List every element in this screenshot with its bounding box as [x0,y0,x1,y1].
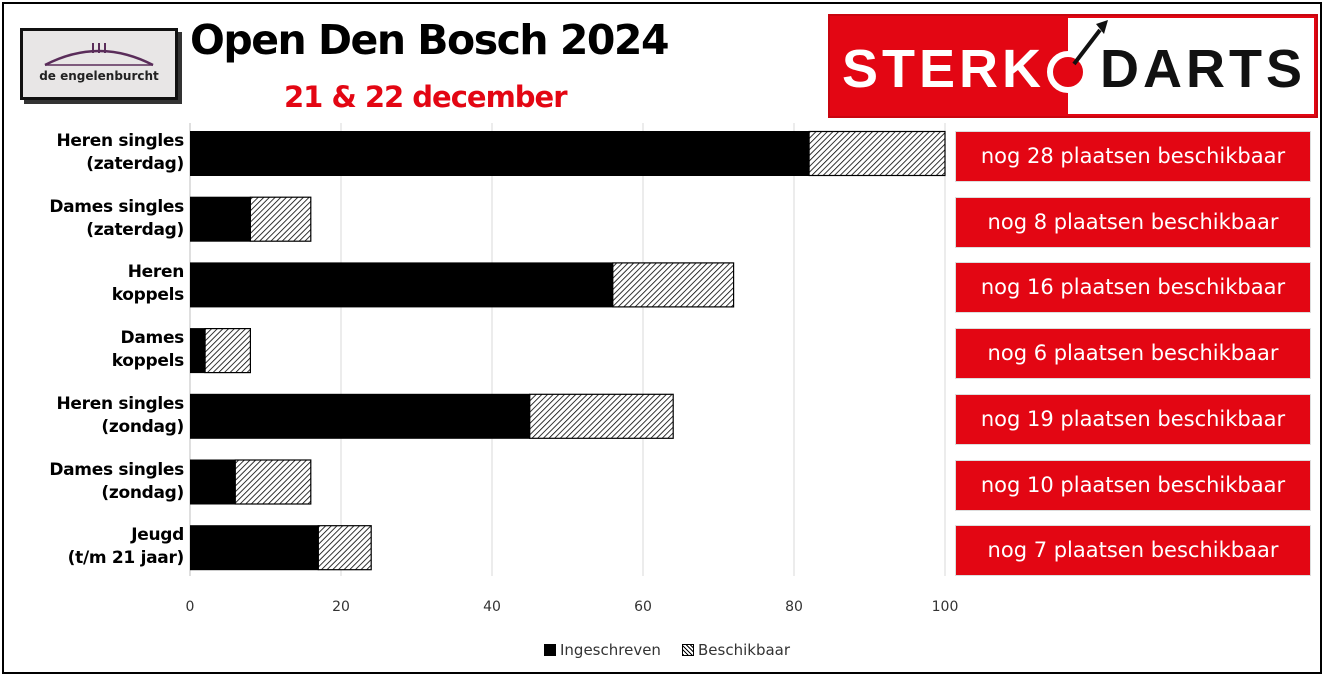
availability-badge: nog 7 plaatsen beschikbaar [956,526,1310,576]
x-tick-label: 80 [785,599,803,615]
bar-beschikbaar [234,459,312,505]
category-label-line: Dames singles [49,196,184,217]
availability-badge: nog 16 plaatsen beschikbaar [956,263,1310,313]
availability-badge: nog 6 plaatsen beschikbaar [956,329,1310,379]
category-label-line: Dames singles [49,459,184,480]
availability-badge: nog 28 plaatsen beschikbaar [956,132,1310,181]
x-tick-label: 60 [634,599,652,615]
engelenburcht-logo-text: de engelenburcht [39,69,159,83]
x-tick-label: 20 [332,599,350,615]
category-label-line: Heren singles [56,131,185,151]
category-label-line: Heren [127,262,185,283]
category-label-line: koppels [111,285,185,306]
category-label-line: (zaterdag) [86,219,184,240]
logo-sterk-text: STERK [842,39,1046,99]
legend-swatch-beschikbaar [682,644,694,656]
legend-item-beschikbaar: Beschikbaar [682,641,790,659]
bar-beschikbaar [317,525,372,571]
category-label-line: Dames [120,328,185,349]
category-label: Dames singles (zondag) [34,459,184,505]
engelenburcht-logo: de engelenburcht [20,28,178,100]
category-label: Dames singles (zaterdag) [34,196,184,242]
logo-darts-text: DARTS [1100,39,1306,99]
bar-beschikbaar [529,393,674,439]
legend-label-ingeschreven: Ingeschreven [560,641,661,659]
category-label-line: (zondag) [101,482,184,503]
bar-ingeschreven [190,328,206,374]
bar-beschikbaar [204,328,252,374]
bar-ingeschreven [190,196,251,242]
legend-label-beschikbaar: Beschikbaar [698,641,791,659]
bar-beschikbaar [612,262,735,308]
bar-ingeschreven [190,262,613,308]
category-label: Heren singles (zaterdag) [34,130,185,176]
x-tick-label: 100 [932,599,959,615]
bridge-icon [44,43,154,67]
category-label-line: (zondag) [101,416,184,437]
bar-ingeschreven [190,459,236,505]
category-label: Dames koppels [34,327,185,373]
category-label-line: (zaterdag) [86,154,184,174]
category-label-line: (t/m 21 jaar) [67,548,185,569]
bar-ingeschreven [190,131,810,176]
bar-ingeschreven [190,525,319,571]
x-tick-label: 40 [483,599,501,615]
logo-white-panel [1068,18,1314,114]
category-label: Heren singles (zondag) [34,393,185,439]
sterk-darts-logo: STERK DARTS [828,14,1318,118]
legend-item-ingeschreven: Ingeschreven [544,641,661,659]
category-label-line: Heren singles [56,393,185,414]
category-label-line: Jeugd [131,525,184,546]
bar-beschikbaar [808,130,946,177]
legend-swatch-ingeschreven [544,644,556,656]
chart-title: Open Den Bosch 2024 [190,16,669,64]
availability-badge: nog 8 plaatsen beschikbaar [956,197,1310,247]
bar-beschikbaar [249,196,312,242]
category-label: Jeugd (t/m 21 jaar) [34,524,185,570]
category-label: Heren koppels [34,261,185,307]
dart-icon [1047,20,1108,93]
availability-badge: nog 19 plaatsen beschikbaar [956,394,1310,444]
bar-chart: 0 20 40 60 80 100 [186,123,959,615]
bar-ingeschreven [190,393,530,439]
x-tick-label: 0 [186,599,195,615]
chart-subtitle: 21 & 22 december [284,80,568,114]
availability-badge: nog 10 plaatsen beschikbaar [956,460,1310,510]
category-label-line: koppels [111,351,185,372]
